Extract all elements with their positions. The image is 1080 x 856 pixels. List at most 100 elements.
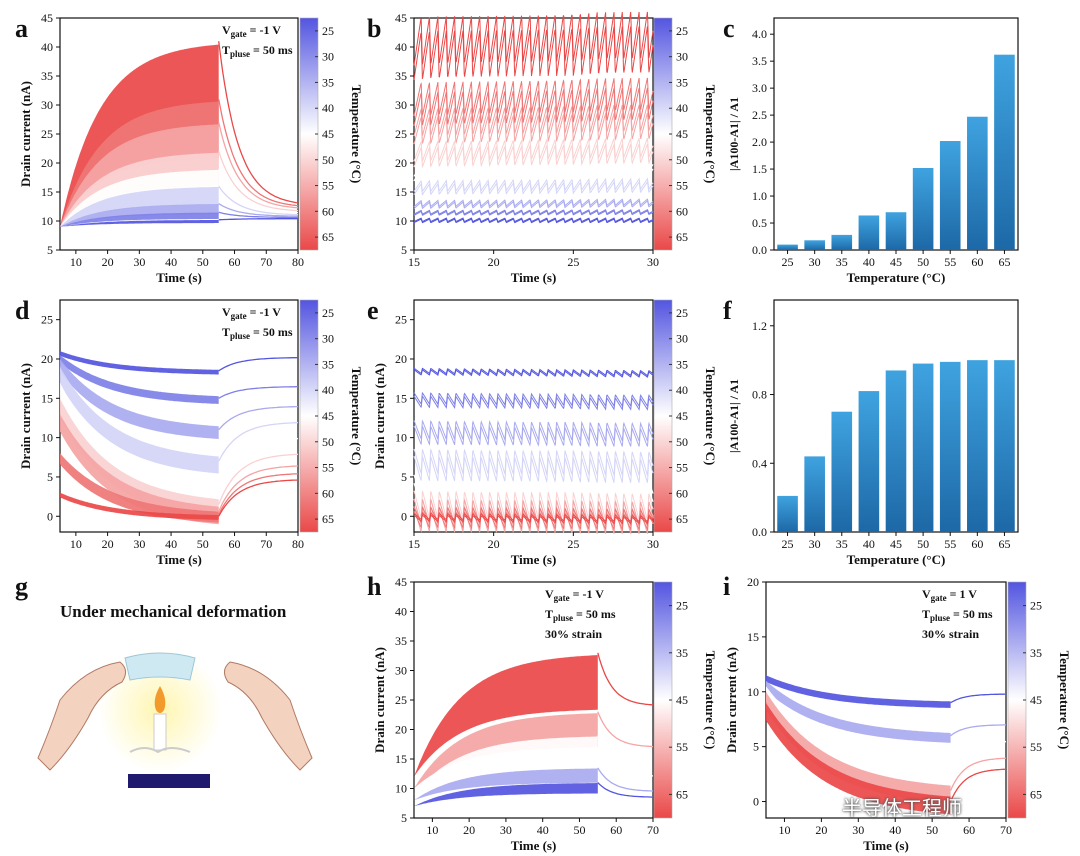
oscillation-60 bbox=[413, 77, 654, 116]
y-tick-label: 40 bbox=[41, 40, 53, 54]
series-tail-40 bbox=[218, 185, 299, 216]
series-tail-50 bbox=[218, 151, 299, 212]
x-tick-label: 30 bbox=[647, 537, 659, 551]
colorbar-i: 25 35 45 55 65 Temperature (°C) bbox=[1007, 581, 1072, 819]
series-band-25 bbox=[60, 351, 219, 375]
x-tick-label: 50 bbox=[917, 537, 929, 551]
colorbar-tick-label: 55 bbox=[676, 461, 688, 475]
y-tick-label: 4.0 bbox=[752, 27, 767, 41]
panel-label-d: d bbox=[15, 296, 30, 325]
colorbar-d: 25 30 35 40 45 50 55 60 65 Temperature (°C) bbox=[299, 299, 364, 533]
colorbar-tick-label: 55 bbox=[676, 740, 688, 754]
x-tick-label: 20 bbox=[102, 255, 114, 269]
oscillation-35 bbox=[413, 200, 654, 210]
x-tick-label: 50 bbox=[573, 823, 585, 837]
x-tick-label: 20 bbox=[102, 537, 114, 551]
series-tail-55 bbox=[597, 711, 654, 748]
colorbar-e: 25 30 35 40 45 50 55 60 65 Temperature (°C) bbox=[653, 299, 718, 533]
panel-h: 10 20 30 40 50 60 70 5 10 15 20 25 30 35 40 45 Time (s) D… bbox=[372, 575, 659, 853]
colorbar-tick-label: 65 bbox=[322, 230, 334, 244]
plot-frame bbox=[413, 299, 654, 533]
y-tick-label: 15 bbox=[395, 752, 407, 766]
x-tick-label: 50 bbox=[926, 823, 938, 837]
colorbar-tick-label: 30 bbox=[676, 50, 688, 64]
left-hand bbox=[37, 661, 126, 771]
oscillation-25 bbox=[413, 217, 654, 223]
y-tick-label: 5 bbox=[401, 470, 407, 484]
y-tick-label: 0.8 bbox=[752, 388, 767, 402]
colorbar-tick-label: 35 bbox=[322, 357, 334, 371]
x-tick-label: 55 bbox=[944, 537, 956, 551]
panel-a: 10 20 30 40 50 60 70 80 5 10 15 20 25 30 35 40 45 Time (s… bbox=[18, 11, 304, 285]
oscillation-30 bbox=[413, 208, 654, 215]
series-tail-45 bbox=[218, 168, 298, 214]
colorbar-tick-label: 45 bbox=[676, 127, 688, 141]
x-tick-label: 15 bbox=[408, 537, 420, 551]
bar-40 bbox=[858, 215, 880, 250]
oscillation-40 bbox=[413, 448, 654, 476]
colorbar-a: 25 30 35 40 45 50 55 60 65 Temperature (°C) bbox=[299, 17, 364, 251]
oscillation-55 bbox=[413, 506, 654, 535]
y-tick-label: 10 bbox=[41, 214, 53, 228]
oscillation-50 bbox=[413, 490, 654, 521]
oscillation-65 bbox=[413, 26, 654, 80]
x-tick-label: 40 bbox=[863, 255, 875, 269]
oscillation-55 bbox=[413, 104, 654, 137]
oscillation-55 bbox=[413, 112, 654, 145]
colorbar-tick-label: 60 bbox=[676, 204, 688, 218]
oscillation-40 bbox=[413, 177, 654, 193]
colorbar-tick-label: 60 bbox=[322, 204, 334, 218]
x-tick-label: 20 bbox=[488, 255, 500, 269]
oscillation-30 bbox=[413, 395, 654, 411]
y-tick-label: 35 bbox=[395, 69, 407, 83]
y-tick-label: 40 bbox=[395, 605, 407, 619]
x-tick-label: 40 bbox=[889, 823, 901, 837]
x-tick-label: 30 bbox=[809, 255, 821, 269]
series-tail-60 bbox=[218, 473, 299, 515]
colorbar-tick-label: 35 bbox=[1030, 646, 1042, 660]
bar-30 bbox=[804, 240, 825, 250]
y-tick-label: 10 bbox=[395, 782, 407, 796]
annotation-a: Vgate = -1 V Tpluse = 50 ms bbox=[222, 23, 293, 59]
bar-25 bbox=[777, 244, 798, 250]
y-tick-label: 40 bbox=[395, 40, 407, 54]
x-tick-label: 25 bbox=[567, 537, 579, 551]
colorbar-tick-label: 35 bbox=[676, 75, 688, 89]
annotation-line: Tpluse = 50 ms bbox=[222, 325, 293, 341]
colorbar-tick-label: 60 bbox=[676, 486, 688, 500]
y-tick-label: 35 bbox=[395, 634, 407, 648]
series-band-40 bbox=[60, 366, 219, 474]
series-tail-25 bbox=[950, 693, 1006, 704]
panel-c: 0.0 0.5 1.0 1.5 2.0 2.5 3.0 3.5 4.0 25 30 35 40 45 50 5… bbox=[727, 17, 1019, 285]
colorbar-tick-label: 50 bbox=[676, 153, 688, 167]
y-tick-label: 3.0 bbox=[752, 81, 767, 95]
panel-f: 0.0 0.4 0.8 1.2 25 30 35 40 45 50 55 60 65 Temperatur… bbox=[727, 299, 1019, 567]
y-tick-label: 3.5 bbox=[752, 54, 767, 68]
y-tick-label: 20 bbox=[395, 352, 407, 366]
watermark: 半导体工程师 bbox=[842, 796, 962, 820]
series-band-45 bbox=[414, 736, 598, 795]
colorbar-tick-label: 40 bbox=[676, 101, 688, 115]
y-tick-label: 30 bbox=[395, 98, 407, 112]
y-tick-label: 0 bbox=[47, 509, 53, 523]
oscillation-65 bbox=[413, 512, 654, 523]
y-tick-label: 25 bbox=[395, 693, 407, 707]
y-axis-label: |A100-A1| / A1 bbox=[727, 97, 741, 171]
candle-base bbox=[128, 774, 210, 788]
panel-label-b: b bbox=[367, 14, 382, 43]
oscillation-45 bbox=[413, 161, 654, 182]
x-axis-label: Time (s) bbox=[511, 838, 557, 853]
y-tick-label: 15 bbox=[747, 630, 759, 644]
x-axis-label: Time (s) bbox=[156, 270, 202, 285]
x-tick-label: 50 bbox=[197, 537, 209, 551]
x-tick-label: 70 bbox=[647, 823, 659, 837]
x-tick-label: 35 bbox=[836, 255, 848, 269]
oscillation-60 bbox=[413, 87, 654, 126]
x-tick-label: 70 bbox=[260, 537, 272, 551]
colorbar-tick-label: 45 bbox=[676, 409, 688, 423]
bar-30 bbox=[804, 456, 825, 532]
colorbar-tick-label: 45 bbox=[1030, 693, 1042, 707]
oscillation-35 bbox=[413, 425, 654, 448]
x-tick-label: 60 bbox=[963, 823, 975, 837]
colorbar-tick-label: 35 bbox=[676, 357, 688, 371]
